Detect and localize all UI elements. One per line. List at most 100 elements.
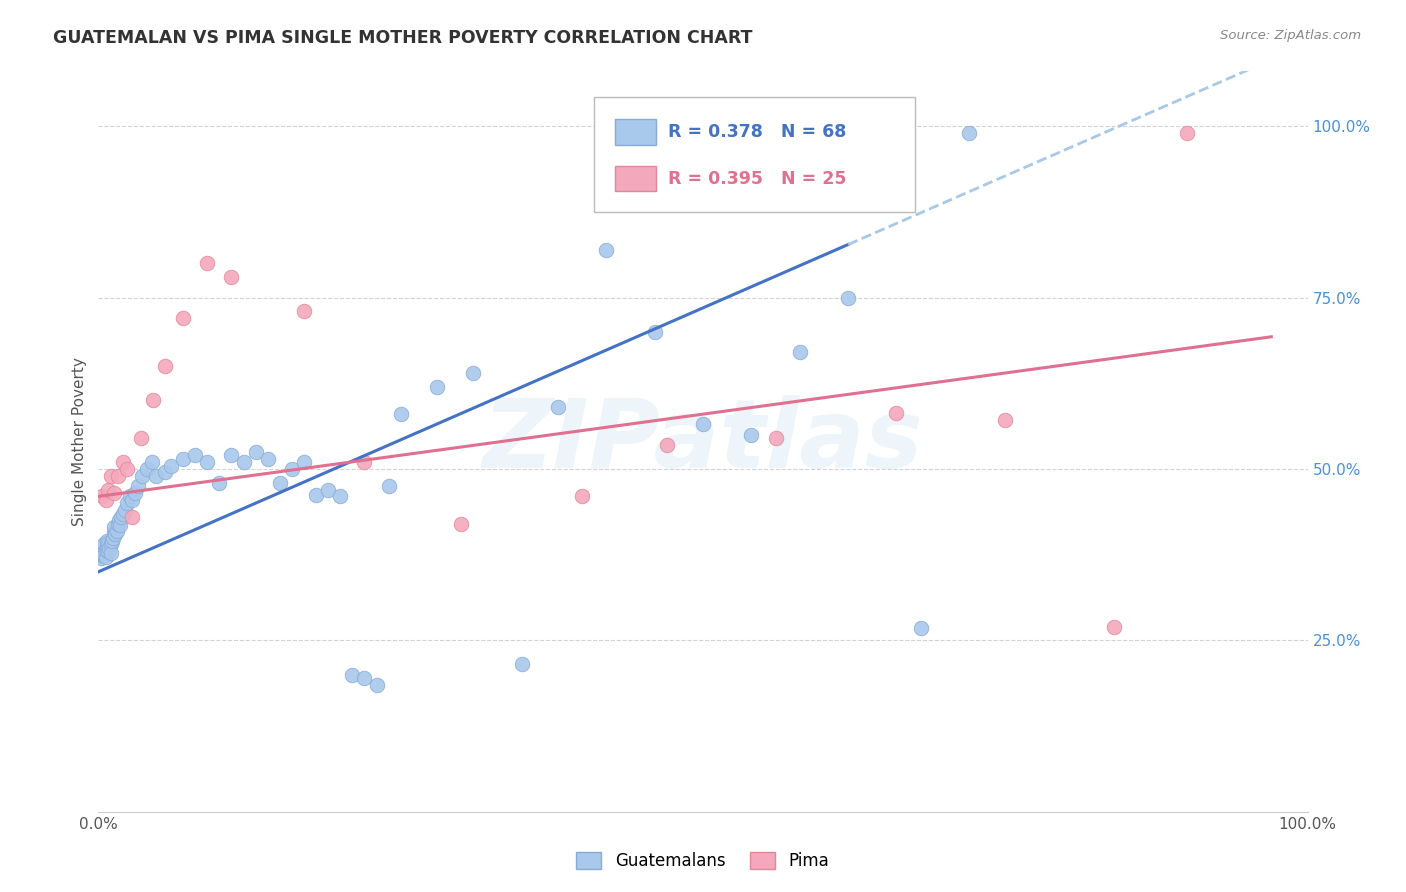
Point — [97, 536, 120, 550]
Point — [129, 431, 152, 445]
Point — [100, 533, 122, 548]
Point — [426, 380, 449, 394]
Point — [221, 270, 243, 285]
Point — [595, 243, 617, 257]
Point — [103, 524, 125, 539]
Point — [111, 455, 134, 469]
Point — [97, 544, 120, 558]
Point — [765, 431, 787, 445]
Point — [141, 455, 163, 469]
Point — [910, 621, 932, 635]
Text: R = 0.395   N = 25: R = 0.395 N = 25 — [668, 169, 846, 187]
Point — [127, 479, 149, 493]
Point — [91, 548, 114, 562]
Point — [571, 489, 593, 503]
Point — [547, 401, 569, 415]
Point — [292, 304, 315, 318]
Text: ZIPatlas: ZIPatlas — [482, 395, 924, 488]
Point — [103, 520, 125, 534]
Point — [118, 489, 141, 503]
Point — [117, 496, 139, 510]
Point — [100, 537, 122, 551]
Point — [510, 657, 533, 672]
Point — [389, 407, 412, 421]
Point — [94, 549, 117, 564]
Point — [208, 475, 231, 490]
Point — [91, 544, 114, 558]
FancyBboxPatch shape — [614, 120, 655, 145]
Point — [96, 533, 118, 548]
Point — [1102, 619, 1125, 633]
Point — [232, 455, 254, 469]
Point — [329, 489, 352, 503]
Point — [740, 427, 762, 442]
Point — [153, 359, 176, 373]
Point — [107, 468, 129, 483]
FancyBboxPatch shape — [595, 97, 915, 212]
Point — [100, 468, 122, 483]
Point — [450, 516, 472, 531]
Point — [105, 524, 128, 538]
Point — [91, 489, 114, 503]
Point — [121, 492, 143, 507]
Point — [1175, 126, 1198, 140]
Point — [221, 448, 243, 462]
Point — [957, 126, 980, 140]
Y-axis label: Single Mother Poverty: Single Mother Poverty — [72, 357, 87, 526]
Point — [94, 492, 117, 507]
Point — [256, 451, 278, 466]
Point — [124, 486, 146, 500]
Point — [789, 345, 811, 359]
Point — [97, 483, 120, 497]
Point — [463, 366, 485, 380]
Point — [353, 671, 375, 685]
Point — [281, 462, 304, 476]
Point — [886, 406, 908, 420]
Point — [353, 455, 375, 469]
Point — [145, 468, 167, 483]
Point — [837, 291, 859, 305]
Point — [366, 678, 388, 692]
Point — [292, 455, 315, 469]
Point — [195, 455, 218, 469]
Legend: Guatemalans, Pima: Guatemalans, Pima — [576, 852, 830, 870]
Point — [90, 551, 112, 566]
Point — [108, 513, 131, 527]
Point — [644, 325, 666, 339]
Point — [131, 468, 153, 483]
Text: R = 0.378   N = 68: R = 0.378 N = 68 — [668, 123, 846, 141]
Point — [316, 483, 339, 497]
Point — [195, 256, 218, 270]
Text: Source: ZipAtlas.com: Source: ZipAtlas.com — [1220, 29, 1361, 43]
Point — [114, 503, 136, 517]
Point — [111, 507, 134, 521]
Point — [104, 527, 127, 541]
Point — [121, 510, 143, 524]
Point — [110, 510, 132, 524]
Point — [117, 462, 139, 476]
Point — [101, 531, 124, 545]
Point — [94, 542, 117, 557]
Text: GUATEMALAN VS PIMA SINGLE MOTHER POVERTY CORRELATION CHART: GUATEMALAN VS PIMA SINGLE MOTHER POVERTY… — [53, 29, 754, 47]
Point — [108, 518, 131, 533]
Point — [245, 445, 267, 459]
Point — [107, 516, 129, 531]
Point — [377, 479, 399, 493]
Point — [93, 537, 115, 551]
Point — [160, 458, 183, 473]
Point — [692, 417, 714, 432]
Point — [93, 548, 115, 562]
Point — [342, 667, 364, 681]
Point — [269, 475, 291, 490]
Point — [96, 539, 118, 553]
Point — [655, 438, 678, 452]
Point — [135, 462, 157, 476]
FancyBboxPatch shape — [614, 166, 655, 191]
Point — [153, 466, 176, 480]
Point — [100, 546, 122, 560]
Point — [994, 412, 1017, 426]
Point — [305, 488, 328, 502]
Point — [172, 451, 194, 466]
Point — [103, 486, 125, 500]
Point — [172, 311, 194, 326]
